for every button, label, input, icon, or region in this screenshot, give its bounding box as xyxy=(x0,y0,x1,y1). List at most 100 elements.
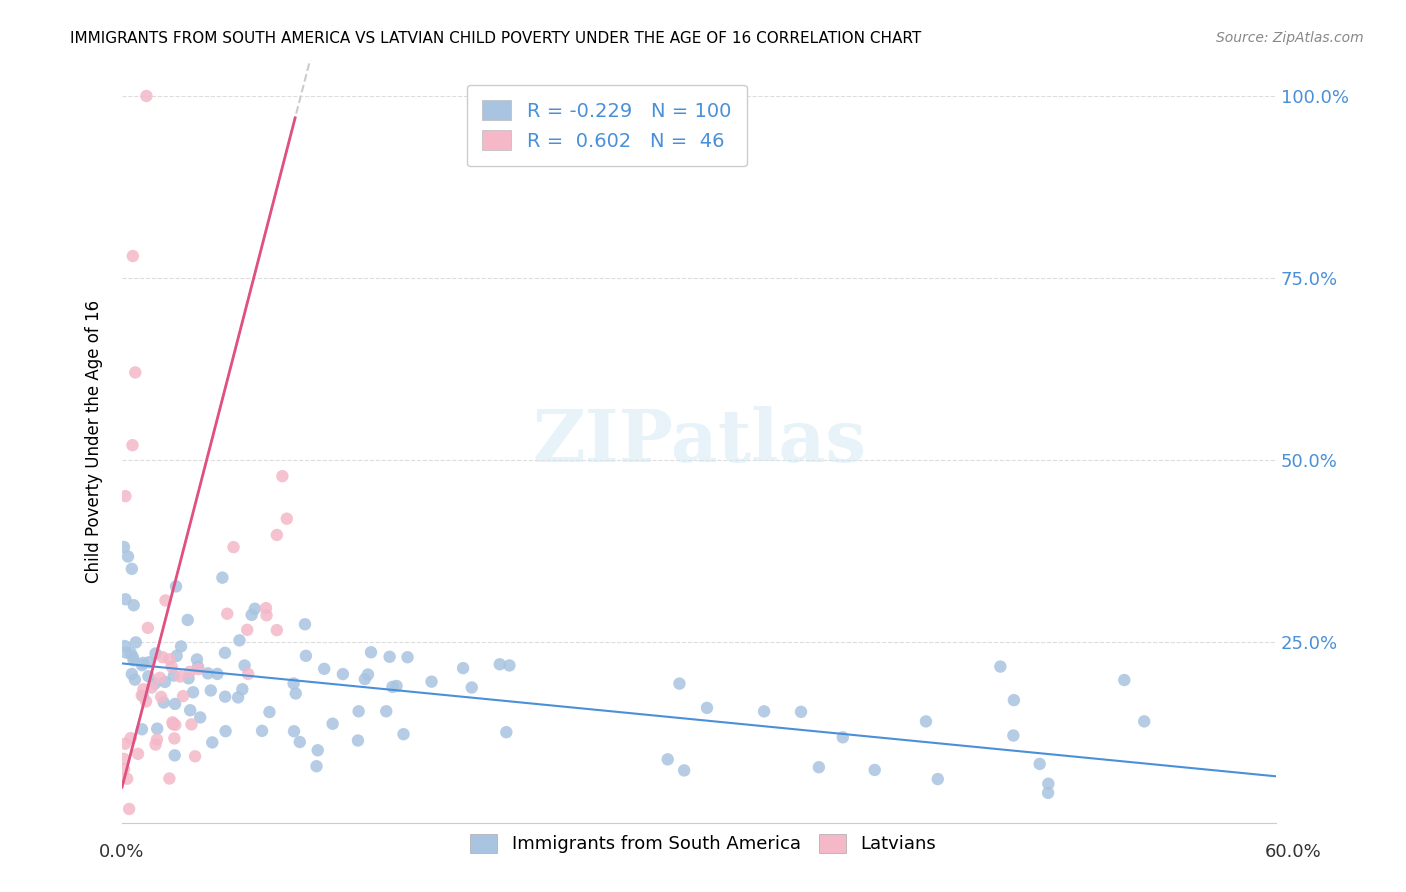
Legend: Immigrants from South America, Latvians: Immigrants from South America, Latvians xyxy=(463,827,943,861)
Point xyxy=(283,676,305,690)
Point xyxy=(236,667,259,681)
Point xyxy=(357,667,380,681)
Point xyxy=(214,724,236,739)
Point xyxy=(222,540,245,554)
Point xyxy=(120,731,142,746)
Point xyxy=(375,704,398,718)
Point xyxy=(114,592,136,607)
Point xyxy=(165,718,187,732)
Point xyxy=(121,249,143,263)
Point xyxy=(179,703,201,717)
Point xyxy=(927,772,949,786)
Point xyxy=(214,690,236,704)
Point xyxy=(163,748,186,763)
Point xyxy=(163,731,186,746)
Point xyxy=(169,669,191,683)
Legend: R = -0.229   N = 100, R =  0.602   N =  46: R = -0.229 N = 100, R = 0.602 N = 46 xyxy=(467,85,747,167)
Point xyxy=(187,662,209,676)
Text: 0.0%: 0.0% xyxy=(98,843,143,861)
Point xyxy=(135,89,157,103)
Point xyxy=(121,562,143,576)
Point xyxy=(131,658,153,673)
Point xyxy=(360,645,382,659)
Text: IMMIGRANTS FROM SOUTH AMERICA VS LATVIAN CHILD POVERTY UNDER THE AGE OF 16 CORRE: IMMIGRANTS FROM SOUTH AMERICA VS LATVIAN… xyxy=(70,31,921,46)
Point xyxy=(131,688,153,702)
Point xyxy=(132,689,155,703)
Point xyxy=(288,735,311,749)
Point xyxy=(294,617,316,632)
Point xyxy=(162,715,184,730)
Point xyxy=(152,650,174,665)
Point xyxy=(498,658,520,673)
Point xyxy=(378,649,401,664)
Point xyxy=(184,749,207,764)
Point xyxy=(495,725,517,739)
Point xyxy=(141,681,163,695)
Point xyxy=(461,681,484,695)
Point xyxy=(143,677,166,691)
Point xyxy=(162,717,184,731)
Point xyxy=(136,621,159,635)
Point xyxy=(186,652,208,666)
Point xyxy=(153,674,176,689)
Point xyxy=(122,599,145,613)
Point xyxy=(420,674,443,689)
Point xyxy=(145,647,167,661)
Point xyxy=(259,705,281,719)
Point xyxy=(271,469,294,483)
Point xyxy=(214,646,236,660)
Point xyxy=(396,650,419,665)
Point xyxy=(915,714,938,729)
Point xyxy=(332,667,354,681)
Point xyxy=(114,489,136,503)
Point xyxy=(112,762,135,776)
Point xyxy=(295,648,318,663)
Point xyxy=(115,772,138,786)
Point xyxy=(157,772,180,786)
Point xyxy=(163,668,186,682)
Point xyxy=(121,649,143,664)
Point xyxy=(696,701,718,715)
Point xyxy=(240,607,263,622)
Point xyxy=(201,735,224,749)
Point xyxy=(1028,756,1050,771)
Point xyxy=(211,571,233,585)
Point xyxy=(250,723,273,738)
Point xyxy=(187,660,209,674)
Point xyxy=(276,512,298,526)
Point xyxy=(284,686,307,700)
Point xyxy=(135,694,157,708)
Point xyxy=(131,723,153,737)
Point xyxy=(790,705,813,719)
Point xyxy=(307,743,329,757)
Point xyxy=(228,633,250,648)
Point xyxy=(172,689,194,703)
Point xyxy=(124,673,146,687)
Point xyxy=(177,671,200,685)
Point xyxy=(165,697,187,711)
Point xyxy=(145,738,167,752)
Point xyxy=(283,724,305,739)
Point xyxy=(127,747,149,761)
Point xyxy=(152,696,174,710)
Point xyxy=(115,646,138,660)
Point xyxy=(180,717,202,731)
Point xyxy=(179,665,201,679)
Point xyxy=(226,690,249,705)
Point xyxy=(138,655,160,669)
Point xyxy=(121,438,143,452)
Point xyxy=(181,685,204,699)
Point xyxy=(200,683,222,698)
Point xyxy=(314,662,336,676)
Point xyxy=(114,639,136,653)
Point xyxy=(188,710,211,724)
Point xyxy=(266,528,288,542)
Point xyxy=(354,672,377,686)
Point xyxy=(217,607,239,621)
Point xyxy=(197,666,219,681)
Point xyxy=(488,657,510,672)
Point xyxy=(166,648,188,663)
Point xyxy=(1002,729,1025,743)
Point xyxy=(207,667,229,681)
Point xyxy=(347,733,370,747)
